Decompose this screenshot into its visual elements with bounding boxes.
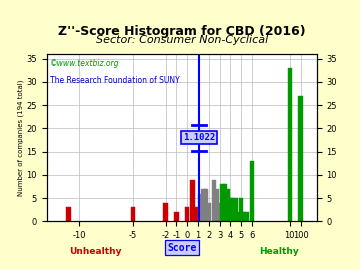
Bar [163,203,168,221]
Bar [207,203,211,221]
Bar [204,189,208,221]
Text: Healthy: Healthy [259,247,299,256]
Bar [174,212,179,221]
Bar [225,189,230,221]
Bar [236,212,241,221]
Bar [190,180,195,221]
Bar [228,198,233,221]
Text: Unhealthy: Unhealthy [69,247,122,256]
Bar [231,198,235,221]
Text: The Research Foundation of SUNY: The Research Foundation of SUNY [50,76,179,85]
Bar [193,207,198,221]
Text: 1.1022: 1.1022 [183,133,215,142]
Bar [298,96,303,221]
Bar [217,203,222,221]
Bar [234,198,238,221]
Bar [201,189,206,221]
X-axis label: Score: Score [167,243,197,253]
Bar [239,198,243,221]
Bar [198,194,203,221]
Bar [215,189,219,221]
Bar [196,212,200,221]
Bar [223,184,227,221]
Bar [242,212,246,221]
Bar [185,207,189,221]
Bar [212,180,216,221]
Text: Sector: Consumer Non-Cyclical: Sector: Consumer Non-Cyclical [96,35,268,45]
Y-axis label: Number of companies (194 total): Number of companies (194 total) [17,79,24,196]
Text: ©www.textbiz.org: ©www.textbiz.org [50,59,119,68]
Bar [220,184,225,221]
Bar [66,207,71,221]
Title: Z''-Score Histogram for CBD (2016): Z''-Score Histogram for CBD (2016) [58,25,306,38]
Bar [288,68,292,221]
Bar [250,161,254,221]
Bar [131,207,135,221]
Bar [244,212,249,221]
